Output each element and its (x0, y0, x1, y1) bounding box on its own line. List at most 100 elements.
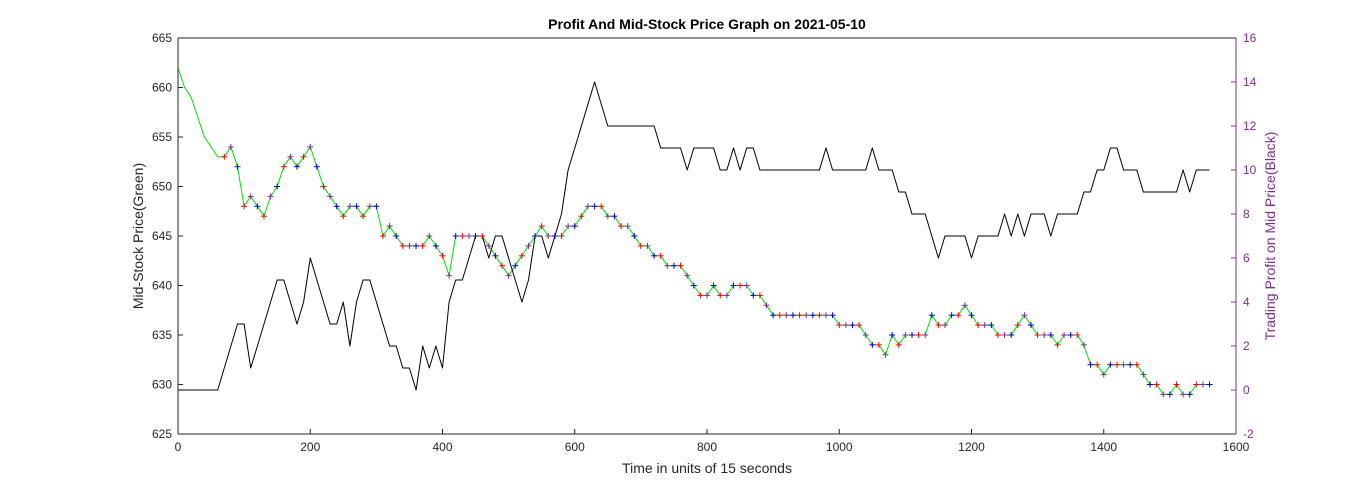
x-tick-label: 1200 (958, 440, 985, 454)
trade-marker (809, 312, 816, 319)
trade-marker (895, 341, 902, 348)
trade-marker (1041, 332, 1048, 338)
trade-marker (505, 272, 512, 279)
right-y-tick-label: 4 (1243, 295, 1250, 309)
left-y-tick-label: 645 (152, 229, 172, 243)
trade-marker (750, 292, 757, 299)
trade-marker (320, 183, 327, 190)
trade-marker (366, 203, 373, 210)
trade-marker (346, 203, 353, 210)
trade-marker (644, 242, 651, 249)
trade-marker (942, 322, 949, 329)
trade-marker (584, 203, 591, 210)
trade-marker (399, 242, 406, 249)
trade-marker (598, 203, 605, 210)
trade-marker (717, 292, 724, 299)
trade-marker (928, 312, 935, 319)
trade-marker (1054, 341, 1061, 348)
trade-marker (836, 322, 843, 329)
trade-marker (743, 282, 750, 289)
trade-marker (604, 213, 611, 220)
trade-marker (1153, 381, 1160, 388)
x-tick-label: 1000 (826, 440, 853, 454)
trade-marker (439, 252, 446, 259)
right-y-tick-label: 12 (1243, 119, 1257, 133)
trade-marker (532, 233, 539, 239)
trade-marker (1080, 341, 1087, 348)
trade-marker (981, 322, 988, 329)
trade-marker (300, 153, 307, 160)
right-y-tick-label: 2 (1243, 339, 1250, 353)
trade-marker (1094, 361, 1101, 368)
trade-marker (254, 203, 261, 210)
left-y-tick-label: 655 (152, 130, 172, 144)
trade-marker (875, 341, 882, 348)
x-tick-label: 1400 (1090, 440, 1117, 454)
trade-marker (446, 272, 453, 279)
trade-marker (1001, 332, 1008, 338)
trade-marker (565, 223, 572, 230)
trade-marker (518, 252, 525, 259)
trade-marker (889, 332, 896, 338)
right-y-tick-label: 16 (1243, 31, 1257, 45)
trade-marker (360, 213, 367, 220)
trade-marker (922, 332, 929, 338)
trade-marker (723, 292, 730, 299)
trade-marker (393, 233, 400, 239)
trade-marker (313, 163, 320, 170)
trade-marker (902, 332, 909, 338)
trade-marker (426, 233, 433, 239)
trade-marker (730, 282, 737, 289)
trade-marker (651, 252, 658, 259)
trade-marker (684, 272, 691, 279)
profit-series-line (178, 81, 1210, 391)
trade-marker (1120, 361, 1127, 368)
trade-marker (459, 233, 466, 239)
trade-marker (849, 322, 856, 329)
trade-marker (1206, 381, 1213, 388)
trade-marker (862, 332, 869, 338)
x-tick-label: 0 (175, 440, 182, 454)
trade-marker (558, 233, 565, 239)
right-y-axis-label: Trading Profit on Mid Price(Black) (1262, 132, 1278, 341)
trade-marker (816, 312, 823, 319)
trade-marker (756, 292, 763, 299)
x-axis-label: Time in units of 15 seconds (622, 460, 792, 476)
trade-marker (1140, 371, 1147, 378)
trade-marker (994, 332, 1001, 338)
left-y-tick-label: 625 (152, 427, 172, 441)
trade-marker (353, 203, 360, 210)
trade-marker (333, 203, 340, 210)
trade-marker (406, 242, 413, 249)
trade-marker (611, 213, 618, 220)
trade-marker (908, 332, 915, 338)
trade-marker (260, 213, 267, 220)
trade-marker (776, 312, 783, 319)
trade-marker (975, 322, 982, 329)
trade-marker (1113, 361, 1120, 368)
x-tick-label: 800 (697, 440, 717, 454)
trade-marker (955, 312, 962, 319)
trade-marker (538, 223, 545, 230)
trade-marker (1074, 332, 1081, 338)
trade-marker (247, 193, 254, 200)
trade-marker (1028, 322, 1035, 329)
trade-marker (340, 213, 347, 220)
trade-marker (842, 322, 849, 329)
trade-marker (803, 312, 810, 319)
trade-marker (1180, 391, 1187, 398)
trade-marker (948, 312, 955, 319)
trade-marker (432, 242, 439, 249)
trade-marker (578, 213, 585, 220)
trade-marker (373, 203, 380, 210)
trade-marker (499, 262, 506, 269)
trade-marker (267, 193, 274, 200)
x-tick-label: 1600 (1223, 440, 1250, 454)
trade-marker (294, 163, 301, 170)
chart-title: Profit And Mid-Stock Price Graph on 2021… (548, 16, 866, 32)
trade-marker (670, 262, 677, 269)
right-y-tick-label: 8 (1243, 207, 1250, 221)
trade-marker (1034, 332, 1041, 338)
trade-marker (1021, 312, 1028, 319)
trade-marker (419, 242, 426, 249)
